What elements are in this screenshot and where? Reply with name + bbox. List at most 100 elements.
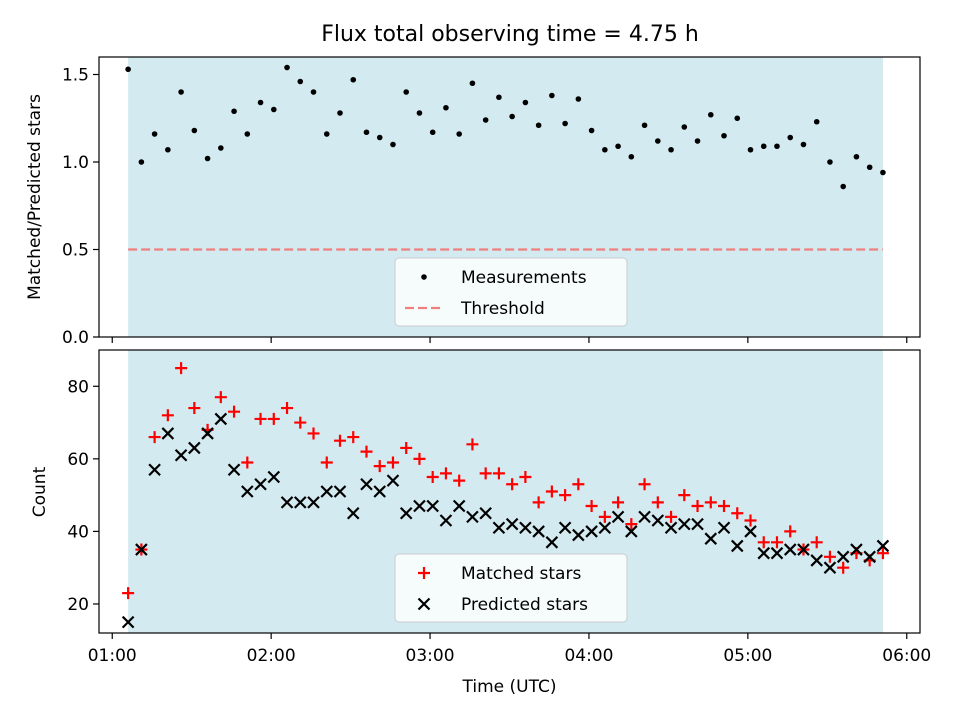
matched-point [281,402,294,415]
x-tick-label: 04:00 [564,646,613,666]
matched-point [347,431,360,444]
measurement-point [403,89,410,95]
measurement-point [429,129,436,136]
matched-point [400,441,413,454]
predicted-point [744,525,757,538]
y-tick-label: 1.0 [62,153,89,173]
measurement-point [456,131,462,137]
top-panel: 0.0 0.5 1.0 1.5 Matched/Predicted stars Measu… [25,56,921,348]
measurement-point [151,131,158,137]
matched-point [545,485,558,498]
predicted-point [135,543,148,556]
measurement-point [244,131,251,137]
x-tick-label: 03:00 [406,646,455,666]
predicted-point [280,496,294,509]
predicted-point [717,521,731,535]
measurement-point [707,111,714,118]
predicted-point [810,554,823,567]
predicted-point [651,514,665,527]
predicted-point [174,448,188,462]
predicted-point [492,521,506,535]
measurement-point [694,138,701,144]
measurement-point [602,146,608,153]
predicted-point [426,499,439,513]
legend: Measurements Threshold [394,257,628,327]
legend-label: Predicted stars [461,595,588,615]
measurement-point [760,143,767,150]
measurement-point [840,183,846,190]
matched-point [360,445,373,458]
matched-point [718,500,731,513]
measurement-point [390,141,396,148]
matched-point [386,456,399,469]
measurement-point [165,146,171,153]
predicted-point [664,521,678,535]
matched-point [532,496,545,509]
measurement-point [866,164,873,171]
measurement-point [774,143,780,150]
measurement-point [562,120,568,127]
legend-label: Matched stars [461,564,581,584]
legend-box [394,257,628,327]
legend-plus-icon [418,567,430,579]
legend: Matched stars Predicted stars [394,553,628,623]
matched-point [254,412,267,425]
measurement-point [284,64,290,71]
matched-point [770,536,783,549]
legend-label: Threshold [460,299,545,319]
measurement-point [323,131,330,137]
predicted-point [611,510,625,524]
predicted-point [188,441,201,455]
measurement-point [191,127,198,134]
measurement-point [257,99,264,106]
y-tick-label: 20 [67,595,89,615]
matched-point [519,470,532,483]
matched-point [651,496,664,509]
matched-point [784,525,797,538]
predicted-point [346,506,360,520]
measurement-point [218,145,224,151]
predicted-point [267,470,281,484]
matched-point [161,409,174,422]
measurement-point [310,89,317,95]
predicted-point [545,536,559,549]
predicted-point [863,550,876,564]
matched-point [439,467,452,480]
measurement-point [522,99,529,106]
measurement-point [668,146,674,153]
y-tick-label: 0.0 [62,328,89,348]
matched-point [810,536,823,549]
matched-point [334,434,347,447]
measurement-point [350,76,357,83]
predicted-point [439,514,453,527]
predicted-point [638,510,651,524]
y-tick-label: 60 [67,450,89,470]
matched-point [598,510,611,523]
predicted-point [783,543,797,556]
matched-point [294,416,307,429]
measurement-point [376,134,383,141]
measurement-point [787,134,794,141]
axes-frame [98,349,921,634]
matched-point [731,507,744,520]
predicted-point [452,499,466,513]
predicted-point [320,485,334,498]
matched-point [426,470,439,483]
legend-dot-icon [421,274,427,280]
matched-point [228,405,241,418]
measurement-point [800,141,807,148]
predicted-point [797,543,810,556]
measurement-point [734,115,741,122]
measurement-point [363,129,370,136]
measurement-point [853,153,860,160]
matched-point [585,500,598,513]
measurement-point [416,110,423,116]
predicted-point [161,427,175,440]
measurement-point [721,132,727,139]
measurement-point [655,138,661,144]
y-tick-label: 0.5 [62,241,89,261]
measurement-point [615,143,621,150]
measurement-point [496,94,502,101]
predicted-point [850,543,863,556]
